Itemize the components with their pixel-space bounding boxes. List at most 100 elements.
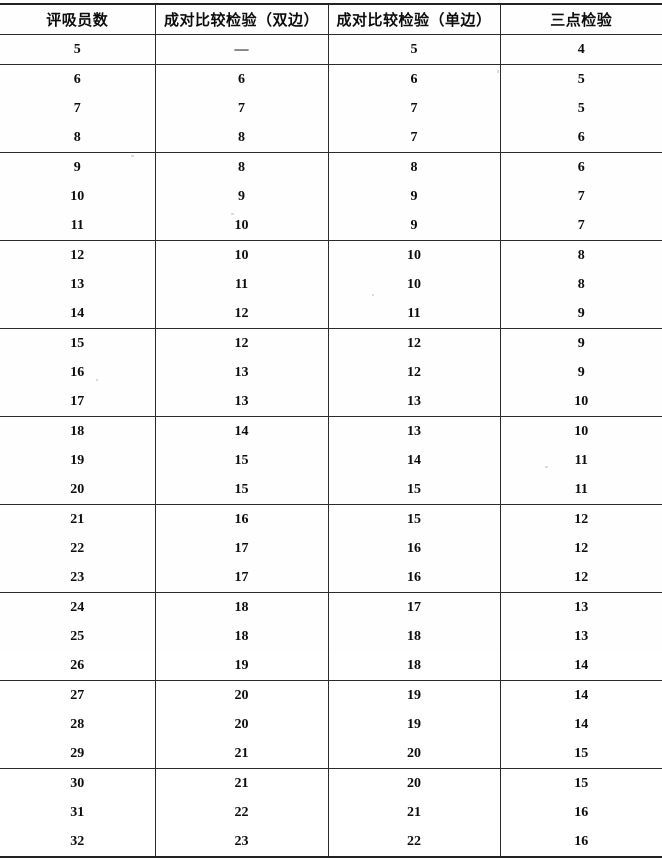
cell-panelists: 28: [0, 710, 156, 739]
cell-paired-one-sided: 14: [328, 446, 501, 475]
cell-triangle: 11: [500, 475, 662, 505]
cell-paired-two-sided: 9: [155, 182, 329, 211]
cell-paired-one-sided: 19: [328, 710, 501, 739]
cell-paired-two-sided: 22: [155, 798, 329, 827]
cell-paired-one-sided: 12: [328, 328, 501, 358]
table-row: 16 13 12 9: [0, 358, 662, 387]
cell-triangle: 9: [500, 299, 662, 329]
cell-panelists: 24: [0, 592, 156, 622]
cell-panelists: 5: [0, 34, 156, 65]
table-row: 19 15 14 11: [0, 446, 662, 475]
cell-paired-one-sided: 9: [328, 182, 501, 211]
cell-triangle: 8: [577, 247, 585, 263]
cell-paired-one-sided: 12: [328, 358, 501, 387]
cell-paired-two-sided: 8: [155, 123, 329, 153]
cell-paired-two-sided: 17: [155, 534, 329, 563]
cell-paired-two-sided: 13: [155, 358, 329, 387]
cell-triangle: 13: [574, 628, 589, 644]
cell-paired-two-sided: 18: [155, 622, 329, 651]
cell-panelists: 27: [0, 680, 156, 710]
cell-triangle: 6: [577, 159, 585, 175]
cell-paired-two-sided: 15: [155, 475, 329, 505]
cell-paired-one-sided: 17: [328, 592, 501, 622]
cell-panelists: 23: [0, 563, 156, 593]
table-row: 25 18 18 13: [0, 622, 662, 651]
table-row: 26 19 18 14: [0, 651, 662, 681]
cell-paired-one-sided: 15: [328, 504, 501, 534]
table-row: 22 17 16 12: [0, 534, 662, 563]
cell-triangle: 9: [577, 364, 585, 380]
cell-panelists: 8: [0, 123, 156, 153]
cell-paired-one-sided: 16: [328, 563, 501, 593]
cell-panelists: 20: [0, 475, 156, 505]
cell-paired-two-sided: 10: [155, 211, 329, 241]
cell-panelists: 32: [0, 827, 156, 858]
table-row: 23 17 16 12: [0, 563, 662, 593]
table-row: 13 11 10 8: [0, 270, 662, 299]
cell-paired-two-sided: 15: [155, 446, 329, 475]
cell-triangle: 10: [574, 423, 589, 439]
cell-triangle: 6: [500, 123, 662, 153]
cell-paired-two-sided: 12: [155, 299, 329, 329]
cell-paired-one-sided: 20: [328, 739, 501, 769]
table-row: 18 14 13 10: [0, 416, 662, 446]
cell-panelists: 12: [0, 240, 156, 270]
column-header-triangle: 三点检验: [550, 11, 613, 29]
cell-triangle: 15: [500, 739, 662, 769]
cell-paired-two-sided: 10: [155, 240, 329, 270]
table-row: 5—5 4: [0, 34, 662, 65]
cell-panelists: 10: [0, 182, 156, 211]
table-row: 10 9 9 7: [0, 182, 662, 211]
table-row: 30 21 20 15: [0, 768, 662, 798]
cell-paired-two-sided: 20: [155, 680, 329, 710]
cell-paired-one-sided: 6: [328, 64, 501, 94]
table-row: 32 23 22 16: [0, 827, 662, 858]
cell-paired-two-sided: 7: [155, 94, 329, 123]
cell-paired-two-sided: 13: [155, 387, 329, 417]
cell-paired-one-sided: 13: [328, 416, 501, 446]
cell-paired-one-sided: 11: [328, 299, 501, 329]
cell-paired-one-sided: 10: [328, 270, 501, 299]
cell-paired-two-sided: 17: [155, 563, 329, 593]
cell-paired-one-sided: 10: [328, 240, 501, 270]
table-row: 12 10 10 8: [0, 240, 662, 270]
table-row: 27 20 19 14: [0, 680, 662, 710]
cell-paired-one-sided: 20: [328, 768, 501, 798]
cell-paired-one-sided: 21: [328, 798, 501, 827]
table-row: 24 18 17 13: [0, 592, 662, 622]
cell-paired-one-sided: 19: [328, 680, 501, 710]
table-row: 17 13 13 10: [0, 387, 662, 417]
cell-panelists: 15: [0, 328, 156, 358]
column-header-paired-two-sided: 成对比较检验（双边）: [155, 4, 329, 35]
cell-paired-two-sided: 16: [155, 504, 329, 534]
cell-paired-one-sided: 7: [328, 94, 501, 123]
table-row: 15 12 12 9: [0, 328, 662, 358]
cell-triangle: 16: [500, 827, 662, 858]
cell-paired-two-sided: 19: [155, 651, 329, 681]
cell-triangle: 14: [574, 687, 589, 703]
cell-triangle: 10: [500, 387, 662, 417]
cell-panelists: 17: [0, 387, 156, 417]
sensory-test-threshold-table: 评吸员数 成对比较检验（双边） 成对比较检验（单边） 三点检验 5—5 4 6 6 6 5…: [0, 3, 662, 858]
cell-triangle: 12: [574, 511, 589, 527]
cell-paired-one-sided: 18: [328, 651, 501, 681]
cell-paired-two-sided: —: [155, 34, 329, 65]
cell-paired-two-sided: 23: [155, 827, 329, 858]
cell-panelists: 21: [0, 504, 156, 534]
header-row: 评吸员数 成对比较检验（双边） 成对比较检验（单边） 三点检验: [0, 4, 662, 35]
cell-triangle: 11: [574, 452, 588, 468]
cell-paired-two-sided: 12: [155, 328, 329, 358]
cell-triangle: 5: [577, 71, 585, 87]
cell-paired-one-sided: 15: [328, 475, 501, 505]
table-row: 29 21 20 15: [0, 739, 662, 769]
cell-paired-one-sided: 8: [328, 152, 501, 182]
cell-paired-one-sided: 22: [328, 827, 501, 858]
table-row: 28 20 19 14: [0, 710, 662, 739]
cell-triangle: 12: [574, 540, 589, 556]
cell-triangle: 14: [500, 651, 662, 681]
table-row: 20 15 15 11: [0, 475, 662, 505]
table-row: 31 22 21 16: [0, 798, 662, 827]
